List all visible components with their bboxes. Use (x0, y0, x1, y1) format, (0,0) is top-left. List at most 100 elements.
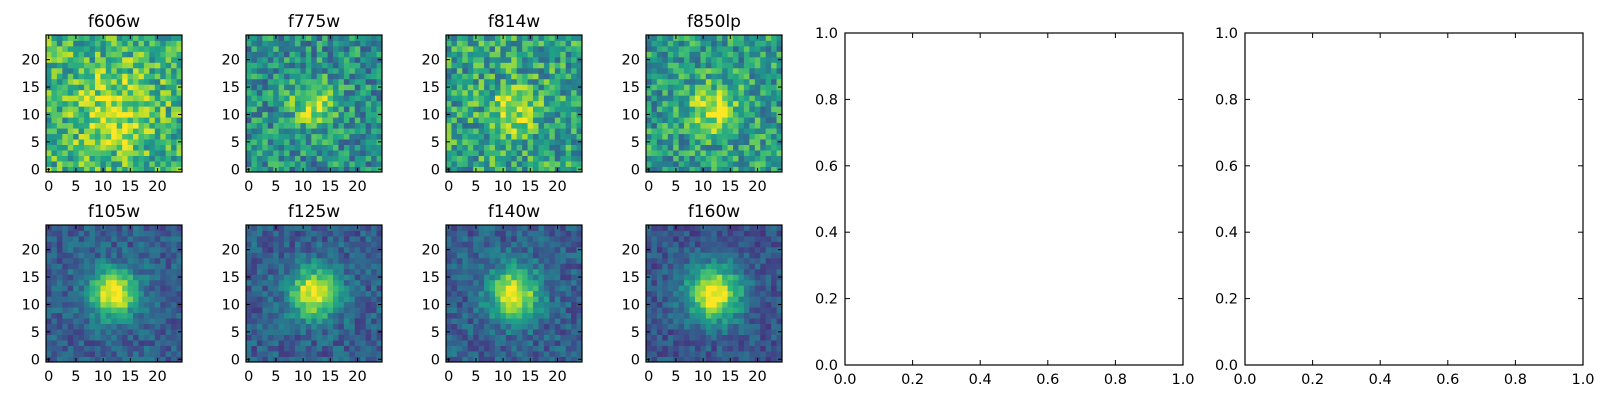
heatmap-cell (143, 78, 150, 85)
heatmap-cell (478, 279, 485, 286)
heatmap-cell (722, 334, 728, 341)
heatmap-cell (484, 45, 490, 52)
heatmap-cell (571, 117, 577, 124)
heatmap-cell (538, 45, 545, 52)
heatmap-cell (376, 106, 383, 113)
heatmap-cell (46, 122, 52, 129)
heatmap-cell (94, 89, 101, 96)
heatmap-cell (451, 334, 458, 341)
heatmap-cell (711, 144, 718, 151)
heatmap-cell (694, 78, 701, 85)
heatmap-cell (311, 290, 318, 297)
heatmap-cell (738, 166, 745, 173)
heatmap-cell (51, 252, 58, 259)
heatmap-cell (73, 122, 80, 129)
heatmap-cell (543, 56, 550, 63)
heatmap-cell (122, 51, 128, 58)
heatmap-cell (273, 323, 280, 330)
heatmap-cell (256, 285, 263, 292)
heatmap-cell (267, 345, 274, 352)
heatmap-cell (327, 312, 334, 319)
heatmap-cell (94, 257, 101, 264)
heatmap-cell (516, 139, 523, 145)
heatmap-cell (116, 67, 123, 74)
heatmap-cell (171, 318, 177, 325)
heatmap-cell (456, 133, 463, 140)
heatmap-cell (160, 73, 167, 80)
heatmap-cell (305, 166, 312, 173)
heatmap-cell (371, 318, 377, 325)
heatmap-cell (478, 117, 485, 124)
heatmap-cell (462, 40, 469, 47)
heatmap-cell (305, 230, 312, 237)
heatmap-cell (749, 323, 756, 330)
heatmap-cell (565, 62, 572, 69)
heatmap-cell (684, 296, 690, 303)
heatmap-cell (451, 225, 458, 231)
heatmap-cell (371, 345, 377, 352)
heatmap-cell (662, 334, 669, 341)
heatmap-cell (500, 117, 507, 124)
heatmap-cell (311, 166, 318, 173)
heatmap-cell (94, 150, 101, 156)
heatmap-cell (122, 122, 128, 129)
heatmap-cell (489, 301, 496, 308)
heatmap-cell (84, 139, 90, 145)
heatmap-cell (322, 252, 328, 259)
heatmap-cell (484, 241, 490, 248)
heatmap-cell (467, 230, 474, 237)
heatmap-cell (705, 111, 712, 118)
heatmap-cell (560, 230, 567, 237)
heatmap-cell (143, 329, 150, 335)
heatmap-cell (462, 257, 469, 264)
heatmap-cell (711, 307, 718, 314)
heatmap-cell (251, 100, 258, 107)
heatmap-cell (576, 67, 583, 74)
heatmap-cell (343, 241, 350, 248)
heatmap-cell (527, 100, 534, 107)
heatmap-cell (494, 45, 501, 52)
heatmap-cell (105, 340, 112, 346)
heatmap-cell (565, 268, 572, 275)
heatmap-cell (160, 351, 167, 357)
heatmap-cell (294, 45, 301, 52)
heatmap-cell (305, 117, 312, 124)
heatmap-cell (111, 312, 118, 319)
heatmap-cell (154, 150, 161, 156)
heatmap-cell (365, 89, 372, 96)
heatmap-cell (56, 133, 63, 140)
heatmap-cell (133, 323, 139, 330)
heatmap-cell (62, 73, 69, 80)
heatmap-cell (251, 356, 258, 363)
heatmap-cell (89, 62, 96, 69)
heatmap-cell (360, 241, 367, 248)
heatmap-cell (749, 89, 756, 96)
heatmap-cell (289, 235, 296, 242)
heatmap-cell (684, 285, 690, 292)
heatmap-cell (67, 323, 74, 330)
heatmap-cell (94, 35, 101, 41)
heatmap-cell (133, 235, 139, 242)
heatmap-cell (516, 290, 523, 297)
heatmap-cell (73, 268, 80, 275)
heatmap-cell (273, 73, 280, 80)
heatmap-cell (467, 150, 474, 156)
axes-frame (445, 224, 583, 363)
heatmap-cell (100, 241, 107, 248)
heatmap-cell (651, 340, 658, 346)
heatmap-cell (478, 139, 485, 145)
heatmap-cell (289, 84, 296, 91)
heatmap-cell (354, 351, 361, 357)
heatmap-cell (267, 133, 274, 140)
heatmap-cell (360, 235, 367, 242)
heatmap-cell (176, 73, 183, 80)
heatmap-cell (522, 139, 528, 145)
heatmap-cell (149, 45, 156, 52)
heatmap-cell (143, 95, 150, 102)
heatmap-cell (656, 334, 663, 341)
heatmap-cell (365, 51, 372, 58)
heatmap-cell (284, 340, 290, 346)
heatmap-cell (376, 73, 383, 80)
heatmap-cell (446, 241, 452, 248)
heatmap-cell (289, 62, 296, 69)
